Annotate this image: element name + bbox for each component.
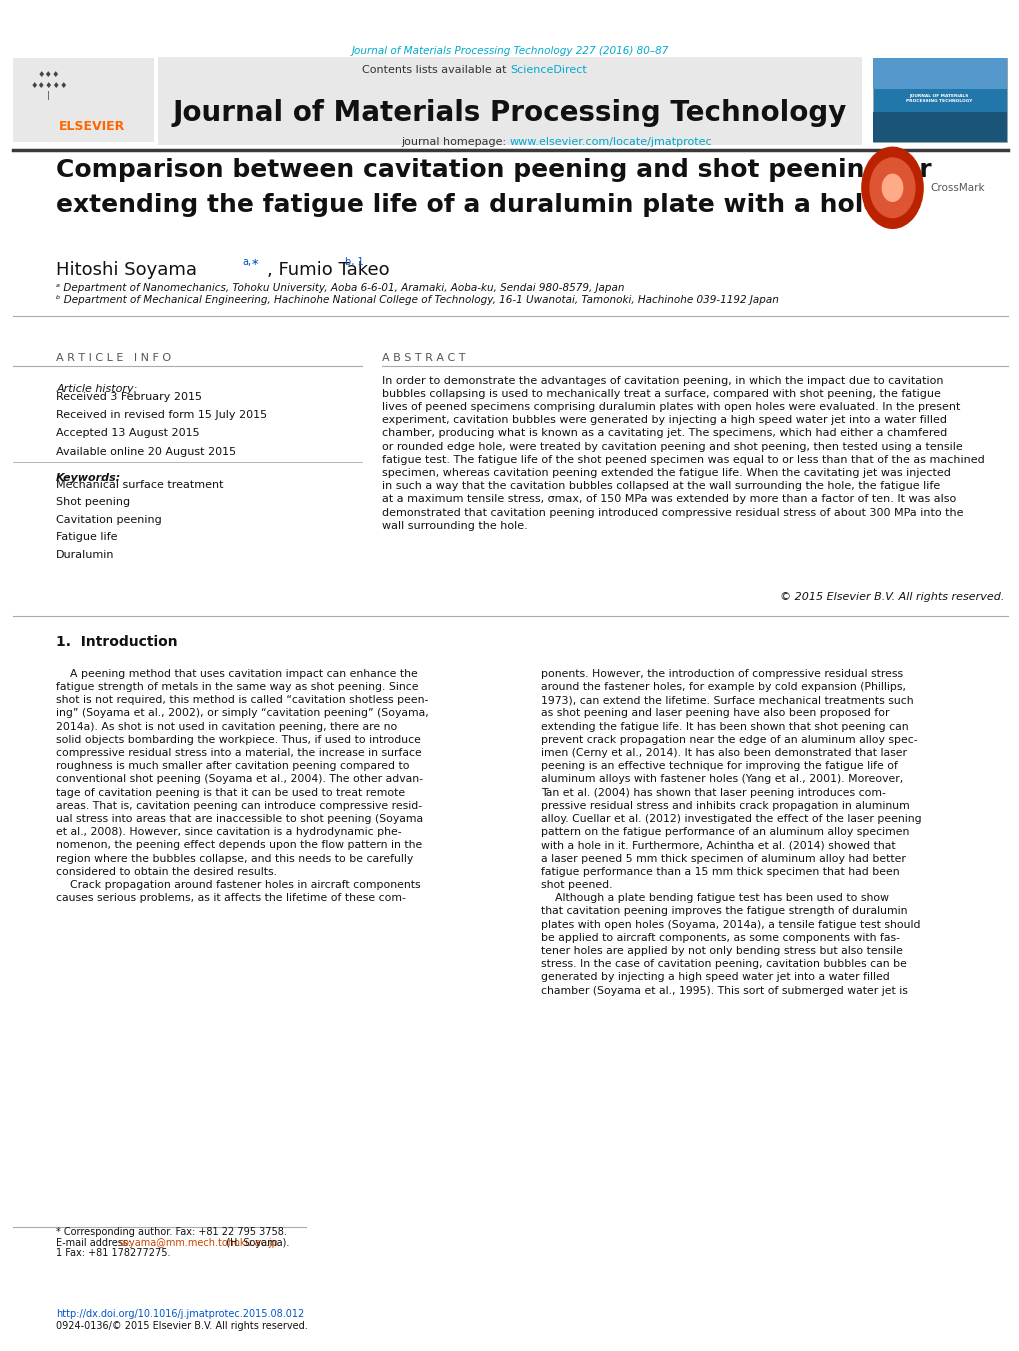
Bar: [158, 57, 861, 145]
Text: Hitoshi Soyama: Hitoshi Soyama: [56, 261, 197, 280]
Text: ᵃ Department of Nanomechanics, Tohoku University, Aoba 6-6-01, Aramaki, Aoba-ku,: ᵃ Department of Nanomechanics, Tohoku Un…: [56, 282, 624, 293]
Text: Contents lists available at: Contents lists available at: [362, 65, 510, 76]
Text: Journal of Materials Processing Technology: Journal of Materials Processing Technolo…: [172, 100, 847, 127]
Text: A peening method that uses cavitation impact can enhance the
fatigue strength of: A peening method that uses cavitation im…: [56, 669, 428, 904]
Text: b, 1: b, 1: [344, 257, 363, 267]
Text: , Fumio Takeo: , Fumio Takeo: [267, 261, 389, 280]
Text: ScienceDirect: ScienceDirect: [510, 65, 586, 76]
Bar: [872, 58, 1006, 89]
Text: Accepted 13 August 2015: Accepted 13 August 2015: [56, 428, 200, 438]
Text: ponents. However, the introduction of compressive residual stress
around the fas: ponents. However, the introduction of co…: [540, 669, 920, 996]
Text: JOURNAL OF MATERIALS
PROCESSING TECHNOLOGY: JOURNAL OF MATERIALS PROCESSING TECHNOLO…: [905, 95, 972, 103]
Text: soyama@mm.mech.tohoku.ac.jp: soyama@mm.mech.tohoku.ac.jp: [118, 1238, 278, 1247]
Text: Fatigue life: Fatigue life: [56, 532, 117, 542]
Circle shape: [869, 158, 914, 218]
Text: E-mail address:: E-mail address:: [56, 1238, 135, 1247]
Text: http://dx.doi.org/10.1016/j.jmatprotec.2015.08.012: http://dx.doi.org/10.1016/j.jmatprotec.2…: [56, 1309, 304, 1319]
Text: 1.  Introduction: 1. Introduction: [56, 635, 177, 648]
Text: www.elsevier.com/locate/jmatprotec: www.elsevier.com/locate/jmatprotec: [510, 136, 712, 147]
Text: ELSEVIER: ELSEVIER: [59, 120, 124, 134]
Text: journal homepage:: journal homepage:: [401, 136, 510, 147]
Text: CrossMark: CrossMark: [929, 182, 984, 193]
Text: Keywords:: Keywords:: [56, 473, 121, 482]
Bar: [872, 58, 1006, 142]
Text: Article history:: Article history:: [56, 384, 138, 393]
Text: a,∗: a,∗: [243, 257, 260, 267]
Text: 0924-0136/© 2015 Elsevier B.V. All rights reserved.: 0924-0136/© 2015 Elsevier B.V. All right…: [56, 1321, 308, 1331]
Text: In order to demonstrate the advantages of cavitation peening, in which the impac: In order to demonstrate the advantages o…: [382, 376, 984, 531]
Bar: [13, 58, 154, 142]
Text: * Corresponding author. Fax: +81 22 795 3758.: * Corresponding author. Fax: +81 22 795 …: [56, 1227, 286, 1236]
Text: A R T I C L E   I N F O: A R T I C L E I N F O: [56, 353, 171, 363]
Text: A B S T R A C T: A B S T R A C T: [382, 353, 466, 363]
Text: Cavitation peening: Cavitation peening: [56, 515, 162, 524]
Circle shape: [881, 174, 902, 201]
Text: Duralumin: Duralumin: [56, 550, 114, 559]
Text: extending the fatigue life of a duralumin plate with a hole: extending the fatigue life of a duralumi…: [56, 193, 879, 218]
Text: Journal of Materials Processing Technology 227 (2016) 80–87: Journal of Materials Processing Technolo…: [351, 46, 668, 57]
Bar: [872, 112, 1006, 142]
Text: ᵇ Department of Mechanical Engineering, Hachinohe National College of Technology: ᵇ Department of Mechanical Engineering, …: [56, 295, 779, 305]
Text: Received 3 February 2015: Received 3 February 2015: [56, 392, 202, 401]
Text: 1 Fax: +81 178277275.: 1 Fax: +81 178277275.: [56, 1248, 170, 1258]
Text: Comparison between cavitation peening and shot peening for: Comparison between cavitation peening an…: [56, 158, 930, 182]
Text: © 2015 Elsevier B.V. All rights reserved.: © 2015 Elsevier B.V. All rights reserved…: [780, 592, 1004, 601]
Text: Available online 20 August 2015: Available online 20 August 2015: [56, 446, 236, 457]
Text: Received in revised form 15 July 2015: Received in revised form 15 July 2015: [56, 411, 267, 420]
Text: (H. Soyama).: (H. Soyama).: [222, 1238, 288, 1247]
Circle shape: [861, 147, 922, 228]
Text: Mechanical surface treatment: Mechanical surface treatment: [56, 480, 223, 489]
Text: ♦♦♦
♦♦♦♦♦
  |: ♦♦♦ ♦♦♦♦♦ |: [31, 70, 67, 100]
Text: Shot peening: Shot peening: [56, 497, 130, 507]
